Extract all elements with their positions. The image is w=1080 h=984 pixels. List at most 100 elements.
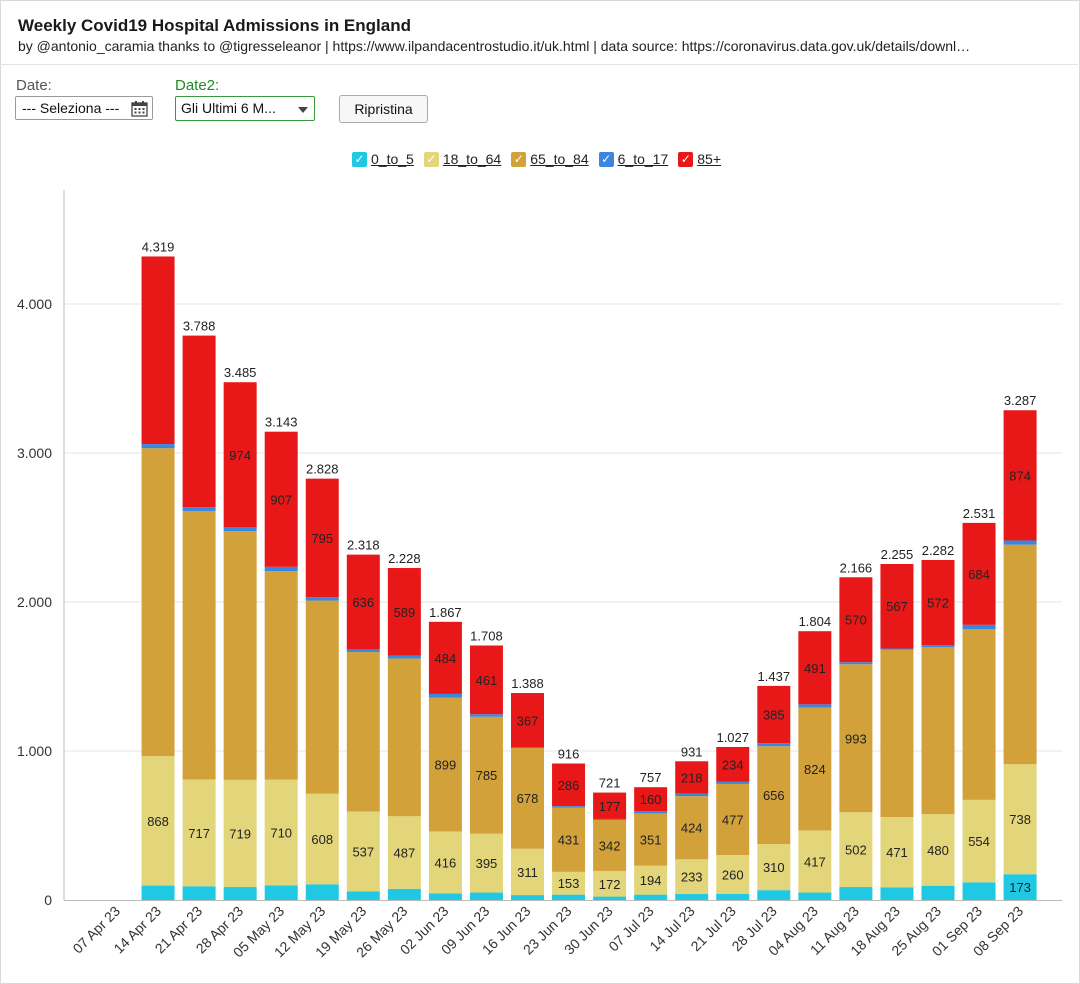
segment-label: 194: [640, 873, 662, 888]
bar-total-label: 721: [599, 776, 621, 791]
bar-segment-0_to_5: [716, 893, 750, 900]
bar-segment-65_to_84: [716, 783, 750, 856]
bar-total-label: 4.319: [142, 239, 175, 254]
date-label: Date:: [16, 77, 52, 94]
segment-label: 738: [1009, 812, 1031, 827]
bar-segment-65_to_84: [264, 571, 298, 780]
bar-segment-85plus: [1003, 410, 1037, 541]
segment-label: 719: [229, 826, 251, 841]
bar-segment-85plus: [921, 559, 955, 646]
legend-label: 85+: [697, 151, 721, 167]
calendar-icon[interactable]: [131, 100, 148, 120]
bar-segment-6_to_17: [880, 648, 914, 650]
bar-segment-85plus: [798, 631, 832, 705]
segment-label: 477: [722, 812, 744, 827]
checkmark-icon[interactable]: ✓: [423, 151, 439, 167]
bar-segment-0_to_5: [182, 886, 216, 900]
segment-label: 424: [681, 821, 703, 836]
bar-segment-65_to_84: [387, 658, 421, 817]
bar-segment-85plus: [757, 685, 791, 744]
bar-segment-18_to_64: [305, 793, 339, 885]
checkmark-icon[interactable]: ✓: [598, 151, 614, 167]
segment-label: 502: [845, 843, 867, 858]
bar-segment-85plus: [511, 693, 544, 748]
bar-segment-0_to_5: [839, 887, 873, 900]
bar-total-label: 3.788: [183, 319, 216, 334]
segment-label: 160: [640, 792, 662, 807]
bar-segment-85plus: [223, 382, 257, 528]
segment-label: 471: [886, 845, 908, 860]
bar-segment-65_to_84: [675, 796, 709, 860]
date2-dropdown-value: Gli Ultimi 6 M...: [181, 100, 276, 116]
bar-total-label: 2.318: [347, 538, 380, 553]
reset-button[interactable]: Ripristina: [339, 95, 428, 123]
date2-dropdown[interactable]: Gli Ultimi 6 M...: [175, 96, 315, 121]
segment-label: 589: [393, 605, 415, 620]
bar-segment-85plus: [264, 431, 298, 567]
bar-total-label: 1.867: [429, 605, 462, 620]
bar-segment-18_to_64: [757, 843, 791, 891]
legend-item-3[interactable]: ✓ 6_to_17: [598, 151, 668, 167]
legend-item-4[interactable]: ✓ 85+: [678, 151, 721, 167]
segment-label: 710: [270, 826, 292, 841]
segment-label: 537: [352, 845, 374, 860]
bar-segment-65_to_84: [880, 649, 914, 818]
legend-item-2[interactable]: ✓ 65_to_84: [511, 151, 589, 167]
bar-segment-18_to_64: [264, 779, 298, 886]
bar-segment-18_to_64: [962, 799, 996, 883]
segment-label: 310: [763, 860, 785, 875]
bar-total-label: 2.166: [840, 560, 873, 575]
bar-segment-6_to_17: [552, 806, 586, 808]
bar-segment-18_to_64: [675, 859, 709, 895]
bar-segment-85plus: [880, 564, 914, 649]
bar-segment-0_to_5: [757, 890, 791, 900]
bar-segment-0_to_5: [428, 893, 462, 900]
bar-segment-6_to_17: [264, 566, 298, 572]
bar-segment-65_to_84: [511, 747, 544, 849]
bar-segment-65_to_84: [141, 448, 175, 757]
segment-label: 678: [517, 791, 539, 806]
bar-segment-85plus: [552, 763, 586, 807]
segment-label: 636: [352, 595, 374, 610]
bar-segment-18_to_64: [593, 870, 627, 897]
legend-item-0[interactable]: ✓ 0_to_5: [352, 151, 414, 167]
checkmark-icon[interactable]: ✓: [511, 151, 527, 167]
bar-segment-65_to_84: [839, 664, 873, 813]
segment-label: 974: [229, 448, 251, 463]
bar-segment-65_to_84: [223, 531, 257, 780]
bar-segment-0_to_5: [264, 885, 298, 900]
checkmark-icon[interactable]: ✓: [352, 151, 367, 167]
segment-label: 567: [886, 599, 908, 614]
bar-segment-65_to_84: [962, 629, 996, 800]
segment-label: 717: [188, 826, 210, 841]
bar-segment-0_to_5: [634, 894, 668, 900]
checkmark-icon[interactable]: ✓: [678, 151, 694, 167]
bar-segment-6_to_17: [469, 714, 503, 717]
bar-segment-85plus: [182, 335, 216, 508]
bar-segment-85plus: [593, 792, 627, 819]
segment-label: 868: [147, 814, 169, 829]
bar-segment-0_to_5: [469, 892, 503, 900]
legend-item-1[interactable]: ✓ 18_to_64: [423, 151, 502, 167]
y-tick-label: 0: [44, 892, 52, 908]
bar-segment-18_to_64: [716, 855, 750, 894]
legend-label: 18_to_64: [442, 151, 502, 167]
bar-segment-18_to_64: [839, 812, 873, 888]
segment-label: 785: [476, 768, 498, 783]
date2-label: Date2:: [175, 77, 220, 94]
bar-total-label: 757: [640, 770, 662, 785]
date-picker[interactable]: --- Seleziona ---: [15, 96, 153, 120]
bar-segment-65_to_84: [552, 807, 586, 872]
segment-label: 554: [968, 834, 990, 849]
segment-label: 367: [517, 713, 539, 728]
bar-segment-6_to_17: [346, 649, 380, 653]
bar-total-label: 2.228: [388, 551, 421, 566]
segment-label: 874: [1009, 468, 1031, 483]
bar-segment-65_to_84: [305, 600, 339, 794]
segment-label: 417: [804, 854, 826, 869]
bar-segment-65_to_84: [428, 697, 462, 832]
segment-label: 173: [1009, 880, 1031, 895]
bar-segment-0_to_5: [223, 887, 257, 900]
bar-segment-18_to_64: [346, 811, 380, 892]
bar-total-label: 3.485: [224, 365, 257, 380]
